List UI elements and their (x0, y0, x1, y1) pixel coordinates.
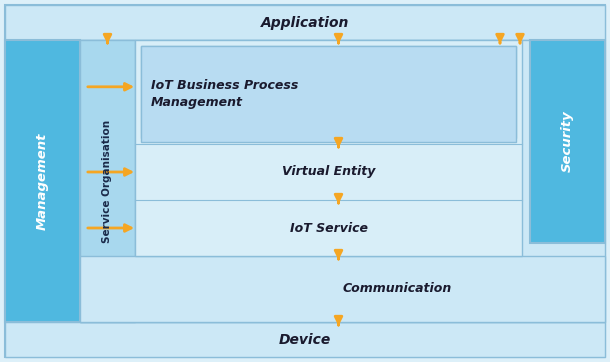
Text: Application: Application (261, 16, 349, 29)
Bar (80, 256, 605, 322)
Text: IoT Business Process
Management: IoT Business Process Management (151, 79, 298, 109)
Bar (5, 5, 605, 40)
Bar (5, 322, 605, 357)
Bar (141, 46, 516, 138)
Text: Security: Security (561, 111, 574, 172)
Text: Management: Management (36, 132, 49, 230)
Text: IoT Service: IoT Service (290, 222, 367, 235)
Bar (135, 40, 522, 256)
Bar (530, 40, 605, 243)
Text: Communication: Communication (343, 282, 452, 295)
Bar (5, 40, 80, 322)
Text: Service Organisation: Service Organisation (102, 119, 112, 243)
Text: Device: Device (279, 333, 331, 346)
Bar (141, 46, 516, 142)
Bar (80, 40, 135, 322)
Bar (80, 40, 605, 322)
Text: Virtual Entity: Virtual Entity (282, 165, 375, 178)
